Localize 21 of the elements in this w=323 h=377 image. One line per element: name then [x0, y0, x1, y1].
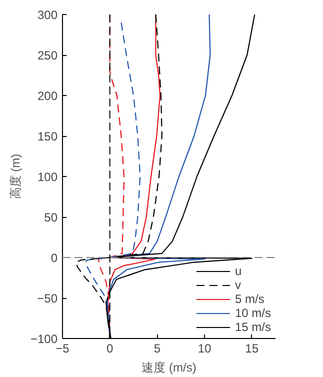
y-axis-title: 高度 (m) — [8, 154, 22, 200]
legend-label: 10 m/s — [234, 306, 271, 320]
x-axis-title: 速度 (m/s) — [142, 360, 196, 374]
y-tick-label: 50 — [44, 210, 58, 224]
y-tick-label: −50 — [37, 292, 58, 306]
legend-label: u — [234, 264, 243, 278]
x-tick-label: 5 — [154, 342, 161, 356]
legend-label: v — [234, 278, 242, 292]
y-tick-label: 300 — [37, 8, 58, 22]
y-tick-label: 100 — [37, 170, 58, 184]
y-tick-label: 200 — [37, 89, 58, 103]
x-tick-label: 15 — [245, 342, 259, 356]
legend-label: 5 m/s — [234, 292, 264, 306]
x-tick-label: −5 — [56, 342, 70, 356]
y-tick-label: −100 — [30, 332, 58, 346]
y-tick-label: 0 — [50, 251, 58, 265]
y-tick-label: 150 — [37, 130, 58, 144]
legend-label: 15 m/s — [234, 320, 271, 334]
x-tick-label: 10 — [198, 342, 212, 356]
y-tick-label: 250 — [37, 48, 58, 62]
x-tick-label: 0 — [106, 342, 114, 356]
